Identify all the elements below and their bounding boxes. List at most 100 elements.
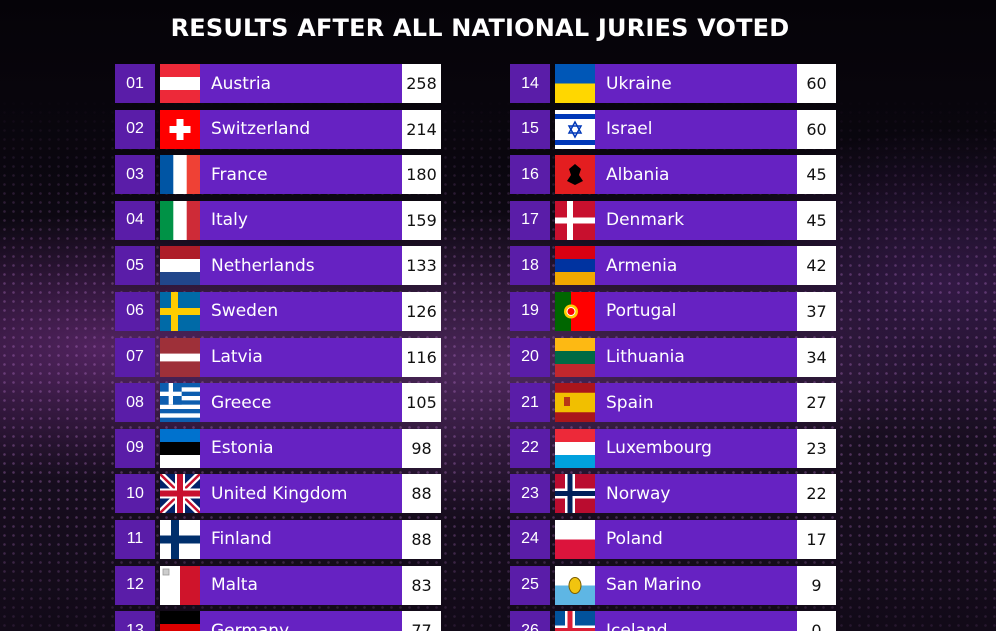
points-value: 60: [797, 109, 836, 149]
points-value: 77: [402, 611, 441, 631]
country-name: United Kingdom: [200, 474, 402, 514]
netherlands-flag-icon: [160, 246, 200, 286]
points-value: 27: [797, 383, 836, 423]
rank-label: 19: [510, 291, 550, 331]
rank-label: 01: [115, 64, 155, 103]
rank-label: 21: [510, 383, 550, 423]
norway-flag-icon: [555, 474, 595, 514]
result-row-ukraine: 14 Ukraine 60: [510, 64, 836, 103]
points-value: 17: [797, 519, 836, 559]
points-value: 105: [402, 383, 441, 423]
rank-label: 02: [115, 109, 155, 149]
country-name: Germany: [200, 611, 402, 631]
result-row-germany: 13 Germany 77: [115, 611, 441, 631]
points-value: 0: [797, 611, 836, 631]
country-name: Sweden: [200, 291, 402, 331]
albania-flag-icon: [555, 155, 595, 195]
rank-label: 11: [115, 519, 155, 559]
points-value: 258: [402, 64, 441, 103]
country-name: Armenia: [595, 246, 797, 286]
points-value: 88: [402, 519, 441, 559]
sweden-flag-icon: [160, 291, 200, 331]
country-name: Iceland: [595, 611, 797, 631]
points-value: 34: [797, 337, 836, 377]
country-name: France: [200, 155, 402, 195]
denmark-flag-icon: [555, 200, 595, 240]
result-row-lithuania: 20 Lithuania 34: [510, 337, 836, 377]
armenia-flag-icon: [555, 246, 595, 286]
uk-flag-icon: [160, 474, 200, 514]
finland-flag-icon: [160, 519, 200, 559]
points-value: 45: [797, 200, 836, 240]
greece-flag-icon: [160, 383, 200, 423]
poland-flag-icon: [555, 519, 595, 559]
country-name: Austria: [200, 64, 402, 103]
result-row-israel: 15 Israel 60: [510, 109, 836, 149]
rank-label: 25: [510, 565, 550, 605]
rank-label: 26: [510, 611, 550, 631]
rank-label: 10: [115, 474, 155, 514]
rank-label: 06: [115, 291, 155, 331]
rank-label: 08: [115, 383, 155, 423]
rank-label: 24: [510, 519, 550, 559]
result-row-portugal: 19 Portugal 37: [510, 291, 836, 331]
country-name: Latvia: [200, 337, 402, 377]
rank-label: 12: [115, 565, 155, 605]
latvia-flag-icon: [160, 337, 200, 377]
result-row-austria: 01 Austria 258: [115, 64, 441, 103]
iceland-flag-icon: [555, 611, 595, 631]
result-row-norway: 23 Norway 22: [510, 474, 836, 514]
points-value: 116: [402, 337, 441, 377]
result-row-netherlands: 05 Netherlands 133: [115, 246, 441, 286]
san-marino-flag-icon: [555, 565, 595, 605]
points-value: 9: [797, 565, 836, 605]
points-value: 133: [402, 246, 441, 286]
france-flag-icon: [160, 155, 200, 195]
result-row-malta: 12 Malta 83: [115, 565, 441, 605]
points-value: 214: [402, 109, 441, 149]
country-name: Denmark: [595, 200, 797, 240]
country-name: Poland: [595, 519, 797, 559]
country-name: Estonia: [200, 428, 402, 468]
lithuania-flag-icon: [555, 337, 595, 377]
country-name: Greece: [200, 383, 402, 423]
points-value: 22: [797, 474, 836, 514]
result-row-united-kingdom: 10 United Kingdom 88: [115, 474, 441, 514]
result-row-denmark: 17 Denmark 45: [510, 200, 836, 240]
country-name: Lithuania: [595, 337, 797, 377]
country-name: Netherlands: [200, 246, 402, 286]
result-row-luxembourg: 22 Luxembourg 23: [510, 428, 836, 468]
points-value: 42: [797, 246, 836, 286]
scoreboard-title: RESULTS AFTER ALL NATIONAL JURIES VOTED: [170, 14, 790, 42]
result-row-sweden: 06 Sweden 126: [115, 291, 441, 331]
result-row-albania: 16 Albania 45: [510, 155, 836, 195]
country-name: Albania: [595, 155, 797, 195]
austria-flag-icon: [160, 64, 200, 103]
country-name: Portugal: [595, 291, 797, 331]
germany-flag-icon: [160, 611, 200, 631]
israel-flag-icon: [555, 109, 595, 149]
rank-label: 14: [510, 64, 550, 103]
portugal-flag-icon: [555, 291, 595, 331]
result-row-france: 03 France 180: [115, 155, 441, 195]
rank-label: 13: [115, 611, 155, 631]
result-row-latvia: 07 Latvia 116: [115, 337, 441, 377]
rank-label: 18: [510, 246, 550, 286]
result-row-italy: 04 Italy 159: [115, 200, 441, 240]
result-row-estonia: 09 Estonia 98: [115, 428, 441, 468]
country-name: Finland: [200, 519, 402, 559]
result-row-greece: 08 Greece 105: [115, 383, 441, 423]
points-value: 98: [402, 428, 441, 468]
result-row-spain: 21 Spain 27: [510, 383, 836, 423]
country-name: Spain: [595, 383, 797, 423]
spain-flag-icon: [555, 383, 595, 423]
rank-label: 23: [510, 474, 550, 514]
luxembourg-flag-icon: [555, 428, 595, 468]
points-value: 180: [402, 155, 441, 195]
points-value: 23: [797, 428, 836, 468]
italy-flag-icon: [160, 200, 200, 240]
points-value: 83: [402, 565, 441, 605]
points-value: 126: [402, 291, 441, 331]
malta-flag-icon: [160, 565, 200, 605]
result-row-armenia: 18 Armenia 42: [510, 246, 836, 286]
